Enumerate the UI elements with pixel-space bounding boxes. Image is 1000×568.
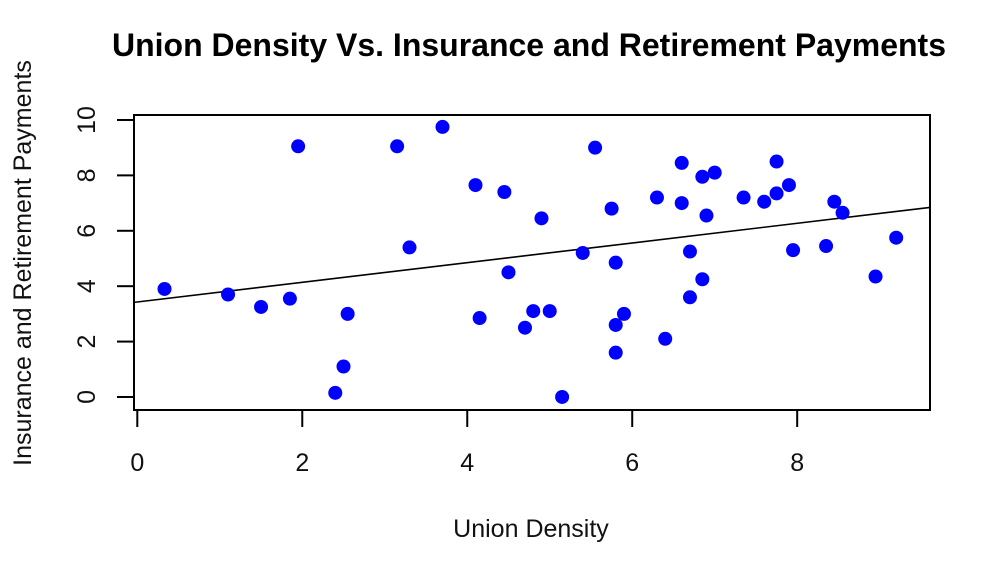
data-point: [781, 178, 796, 193]
data-point: [608, 317, 623, 332]
y-tick-label: 8: [73, 168, 101, 182]
data-point: [682, 290, 697, 305]
data-point: [517, 320, 532, 335]
data-point: [682, 244, 697, 259]
data-point: [497, 185, 512, 200]
data-point: [282, 291, 297, 306]
x-tick-label: 2: [295, 449, 309, 477]
y-axis-ticks: 0 2 4 6 8 10: [73, 106, 133, 404]
data-point: [757, 194, 772, 209]
data-point: [827, 194, 842, 209]
data-point: [835, 205, 850, 220]
data-point: [699, 208, 714, 223]
data-point: [608, 255, 623, 270]
data-points: [157, 119, 904, 404]
data-point: [575, 245, 590, 260]
data-point: [390, 139, 405, 154]
data-point: [336, 359, 351, 374]
data-point: [889, 230, 904, 245]
data-point: [695, 169, 710, 184]
y-tick-label: 0: [73, 390, 101, 404]
x-tick-label: 4: [460, 449, 474, 477]
data-point: [786, 243, 801, 258]
data-point: [649, 190, 664, 205]
data-point: [604, 201, 619, 216]
y-tick-label: 2: [73, 335, 101, 349]
x-tick-label: 0: [130, 449, 144, 477]
data-point: [291, 139, 306, 154]
data-point: [674, 155, 689, 170]
data-point: [340, 306, 355, 321]
data-point: [868, 269, 883, 284]
data-point: [254, 299, 269, 314]
data-point: [402, 240, 417, 255]
x-tick-label: 8: [790, 449, 804, 477]
data-point: [221, 287, 236, 302]
data-point: [526, 304, 541, 319]
data-point: [588, 140, 603, 155]
data-point: [616, 306, 631, 321]
x-tick-label: 6: [625, 449, 639, 477]
data-point: [707, 165, 722, 180]
data-point: [157, 281, 172, 296]
y-tick-label: 6: [73, 224, 101, 238]
data-point: [501, 265, 516, 280]
data-point: [328, 385, 343, 400]
data-point: [819, 239, 834, 254]
data-point: [468, 178, 483, 193]
y-tick-label: 10: [73, 106, 101, 134]
data-point: [534, 211, 549, 226]
data-point: [542, 304, 557, 319]
data-point: [555, 389, 570, 404]
data-point: [472, 311, 487, 326]
data-point: [695, 272, 710, 287]
x-axis-label: Union Density: [453, 515, 609, 543]
data-point: [435, 119, 450, 134]
data-point: [674, 196, 689, 211]
plot-border: [133, 114, 931, 411]
data-point: [736, 190, 751, 205]
y-axis-label: Insurance and Retirement Payments: [9, 60, 37, 466]
data-point: [769, 154, 784, 169]
chart-title: Union Density Vs. Insurance and Retireme…: [112, 27, 946, 63]
x-axis-ticks: 0 2 4 6 8: [130, 411, 804, 477]
data-point: [769, 186, 784, 201]
data-point: [658, 331, 673, 346]
y-tick-label: 4: [73, 279, 101, 293]
regression-line: [133, 206, 931, 304]
data-point: [608, 345, 623, 360]
